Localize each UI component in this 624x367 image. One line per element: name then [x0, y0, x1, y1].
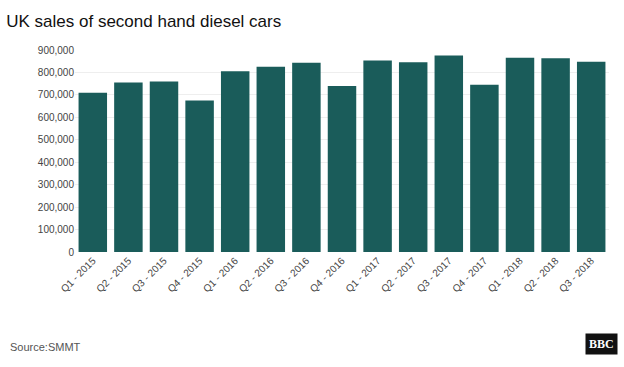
svg-text:Q3 - 2016: Q3 - 2016 [272, 255, 312, 295]
svg-text:Q4 - 2015: Q4 - 2015 [165, 255, 205, 295]
svg-text:Q2 - 2018: Q2 - 2018 [521, 255, 561, 295]
svg-text:Q4 - 2017: Q4 - 2017 [450, 255, 490, 295]
svg-text:0: 0 [68, 247, 74, 258]
svg-text:200,000: 200,000 [38, 202, 75, 213]
svg-text:Source:SMMT: Source:SMMT [10, 341, 81, 353]
svg-text:Q1 - 2016: Q1 - 2016 [201, 255, 241, 295]
svg-text:Q2 - 2016: Q2 - 2016 [237, 255, 277, 295]
svg-text:Q3 - 2015: Q3 - 2015 [130, 255, 170, 295]
svg-text:500,000: 500,000 [38, 134, 75, 145]
svg-text:Q1 - 2017: Q1 - 2017 [343, 255, 383, 295]
svg-text:Q3 - 2017: Q3 - 2017 [415, 255, 455, 295]
svg-text:Q2 - 2015: Q2 - 2015 [94, 255, 134, 295]
svg-text:100,000: 100,000 [38, 224, 75, 235]
svg-text:Q1 - 2015: Q1 - 2015 [59, 255, 99, 295]
svg-text:Q3 - 2018: Q3 - 2018 [557, 255, 597, 295]
svg-text:Q1 - 2018: Q1 - 2018 [486, 255, 526, 295]
svg-text:Q4 - 2016: Q4 - 2016 [308, 255, 348, 295]
svg-text:400,000: 400,000 [38, 157, 75, 168]
svg-text:900,000: 900,000 [38, 45, 75, 56]
svg-text:UK sales of second hand diesel: UK sales of second hand diesel cars [6, 12, 281, 31]
svg-text:800,000: 800,000 [38, 67, 75, 78]
svg-text:Q2 - 2017: Q2 - 2017 [379, 255, 419, 295]
svg-text:600,000: 600,000 [38, 112, 75, 123]
svg-text:BBC: BBC [589, 337, 614, 351]
svg-text:300,000: 300,000 [38, 179, 75, 190]
svg-text:700,000: 700,000 [38, 89, 75, 100]
